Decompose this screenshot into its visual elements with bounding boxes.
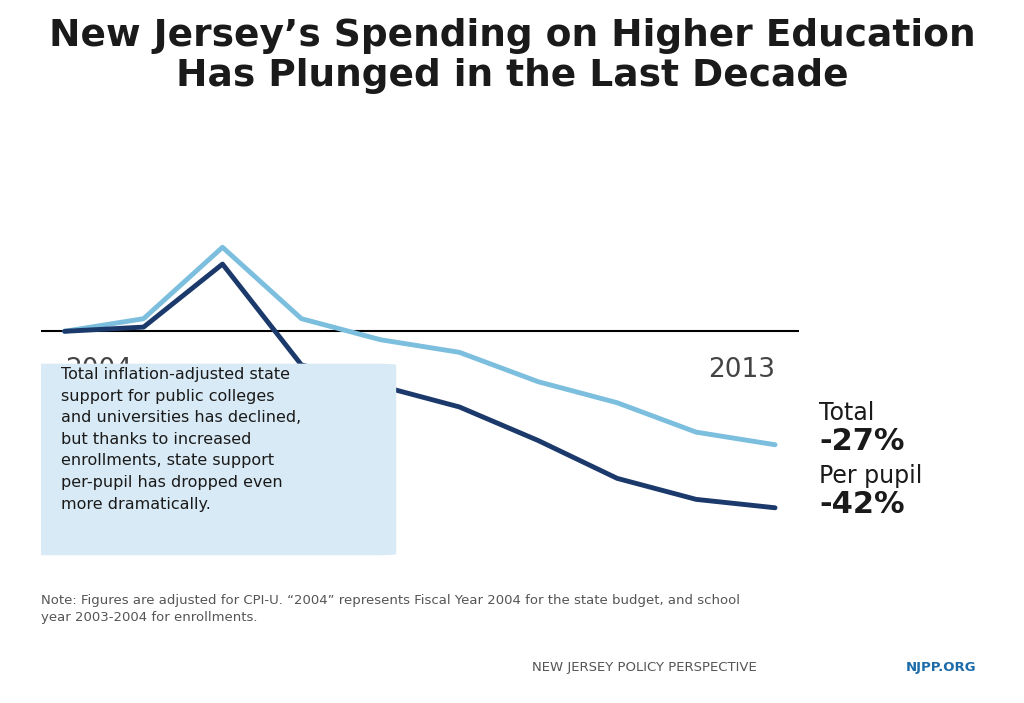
FancyBboxPatch shape — [26, 363, 396, 555]
Text: NEW JERSEY POLICY PERSPECTIVE: NEW JERSEY POLICY PERSPECTIVE — [532, 662, 757, 674]
Text: NJPP.ORG: NJPP.ORG — [906, 662, 977, 674]
Text: -42%: -42% — [819, 490, 905, 519]
Text: Per pupil: Per pupil — [819, 464, 923, 488]
Text: 2013: 2013 — [708, 356, 775, 382]
Text: Total inflation-adjusted state
support for public colleges
and universities has : Total inflation-adjusted state support f… — [60, 367, 301, 512]
Text: 2004: 2004 — [65, 356, 132, 382]
Text: Note: Figures are adjusted for CPI-U. “2004” represents Fiscal Year 2004 for the: Note: Figures are adjusted for CPI-U. “2… — [41, 594, 740, 624]
Text: New Jersey’s Spending on Higher Education
Has Plunged in the Last Decade: New Jersey’s Spending on Higher Educatio… — [49, 18, 975, 93]
Text: -27%: -27% — [819, 427, 904, 456]
Text: Total: Total — [819, 401, 874, 425]
